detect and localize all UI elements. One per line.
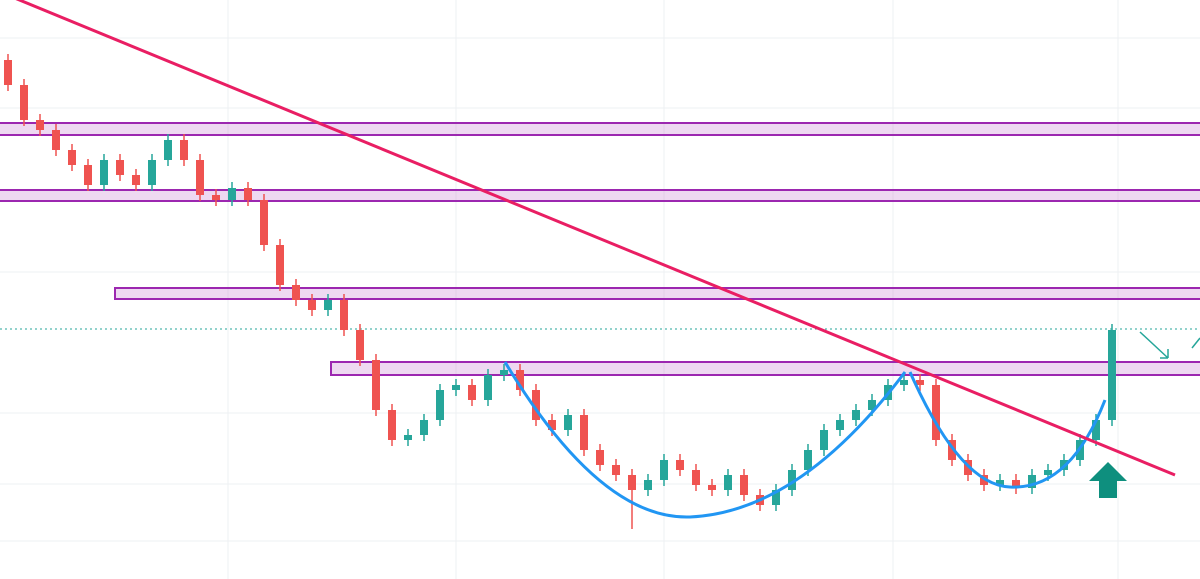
resistance-zone	[0, 122, 1200, 136]
candle-body	[68, 150, 76, 165]
zones	[0, 122, 1200, 376]
candle-body	[916, 380, 924, 385]
candle-body	[404, 435, 412, 440]
candle-body	[276, 245, 284, 285]
candle-body	[660, 460, 668, 480]
candle-body	[948, 440, 956, 460]
candle-body	[484, 375, 492, 400]
candle-body	[996, 480, 1004, 485]
candle-body	[228, 188, 236, 200]
projection-arrow	[1191, 337, 1200, 349]
candle-body	[644, 480, 652, 490]
candle-body	[564, 415, 572, 430]
candle-body	[516, 370, 524, 390]
candle-body	[116, 160, 124, 175]
candle-body	[84, 165, 92, 185]
candle-body	[788, 470, 796, 490]
candle-body	[148, 160, 156, 185]
candle-body	[500, 370, 508, 375]
candle-body	[4, 60, 12, 85]
candle-body	[452, 385, 460, 390]
candle-body	[708, 485, 716, 490]
candle-body	[580, 415, 588, 450]
candles	[4, 54, 1116, 529]
candle-body	[260, 200, 268, 245]
candle-body	[820, 430, 828, 450]
candle-body	[244, 188, 252, 200]
candle-body	[436, 390, 444, 420]
candle-body	[740, 475, 748, 495]
projection-arrow	[1139, 331, 1169, 359]
cup-curve	[503, 361, 907, 519]
candle-body	[420, 420, 428, 435]
candle-body	[900, 380, 908, 385]
candle-body	[20, 85, 28, 120]
candle-body	[340, 300, 348, 330]
candle-body	[868, 400, 876, 410]
candle-body	[292, 285, 300, 300]
candle-body	[356, 330, 364, 360]
candle-body	[628, 475, 636, 490]
candle-body	[1012, 480, 1020, 488]
candle-body	[36, 120, 44, 130]
candle-body	[1108, 330, 1116, 420]
candle-body	[1028, 475, 1036, 488]
candle-body	[932, 385, 940, 440]
candle-body	[548, 420, 556, 430]
trend-line	[15, 0, 1176, 477]
resistance-zone	[114, 287, 1200, 300]
candle-body	[372, 360, 380, 410]
candle-body	[308, 300, 316, 310]
up-arrow	[1089, 462, 1127, 498]
candle-body	[612, 465, 620, 475]
candle-body	[388, 410, 396, 440]
resistance-zone	[0, 189, 1200, 202]
candle-body	[1092, 420, 1100, 440]
candle-body	[100, 160, 108, 185]
candle-body	[52, 130, 60, 150]
candle-body	[132, 175, 140, 185]
candle-body	[772, 490, 780, 505]
candle-body	[164, 140, 172, 160]
cup-curve	[908, 371, 1107, 489]
candle-body	[836, 420, 844, 430]
candle-body	[180, 140, 188, 160]
resistance-zone	[330, 361, 1200, 376]
candle-body	[852, 410, 860, 420]
candle-body	[692, 470, 700, 485]
candle-body	[532, 390, 540, 420]
candle-body	[1044, 470, 1052, 475]
candle-body	[596, 450, 604, 465]
candle-body	[724, 475, 732, 490]
candle-body	[676, 460, 684, 470]
candle-body	[804, 450, 812, 470]
candle-body	[212, 195, 220, 200]
candle-body	[468, 385, 476, 400]
candle-body	[324, 300, 332, 310]
candle-body	[196, 160, 204, 195]
